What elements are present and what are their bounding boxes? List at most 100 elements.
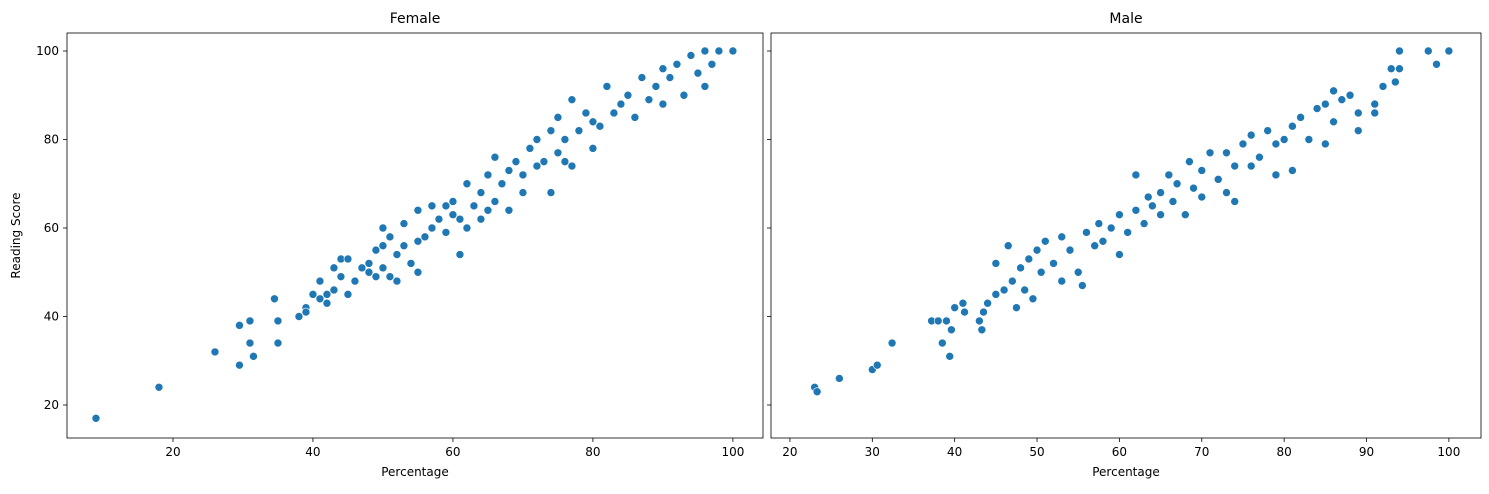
scatter-point bbox=[609, 108, 619, 118]
scatter-point bbox=[1304, 135, 1314, 144]
scatter-point bbox=[378, 241, 388, 250]
axes-frame bbox=[66, 32, 764, 439]
scatter-point bbox=[567, 95, 577, 104]
scatter-point bbox=[294, 312, 304, 321]
scatter-point bbox=[364, 267, 374, 277]
scatter-point bbox=[343, 254, 353, 264]
scatter-point bbox=[960, 307, 969, 317]
scatter-point bbox=[249, 352, 258, 361]
scatter-point bbox=[938, 338, 947, 348]
scatter-point bbox=[1156, 188, 1165, 197]
scatter-point bbox=[427, 201, 437, 211]
scatter-point bbox=[301, 307, 311, 317]
scatter-point bbox=[1148, 201, 1157, 211]
scatter-point bbox=[651, 82, 661, 91]
scatter-point bbox=[1139, 219, 1149, 228]
scatter-point bbox=[441, 201, 451, 211]
scatter-point bbox=[462, 179, 472, 189]
scatter-point bbox=[1370, 99, 1380, 109]
scatter-point bbox=[434, 214, 444, 224]
scatter-point bbox=[665, 73, 675, 82]
x-tick-label: 20 bbox=[165, 445, 180, 459]
scatter-point bbox=[1222, 188, 1231, 197]
scatter-point bbox=[553, 113, 563, 122]
scatter-point bbox=[483, 206, 493, 215]
scatter-point bbox=[672, 59, 682, 69]
y-tick-label: 100 bbox=[36, 44, 59, 58]
scatter-point bbox=[700, 46, 710, 56]
scatter-point bbox=[399, 219, 409, 228]
scatter-point bbox=[714, 46, 724, 56]
scatter-point bbox=[1123, 228, 1132, 237]
x-tick-label: 20 bbox=[782, 445, 797, 459]
scatter-point bbox=[1078, 281, 1087, 290]
y-axis-label: Reading Score bbox=[9, 192, 23, 278]
scatter-point bbox=[1246, 161, 1256, 171]
scatter-point bbox=[1028, 294, 1038, 304]
scatter-point bbox=[273, 316, 283, 326]
scatter-point bbox=[658, 64, 668, 74]
scatter-point bbox=[1065, 245, 1075, 255]
panel-title: Female bbox=[390, 11, 441, 27]
scatter-point bbox=[1386, 64, 1396, 74]
scatter-point bbox=[1181, 210, 1190, 220]
scatter-point bbox=[154, 382, 164, 392]
scatter-point bbox=[553, 148, 563, 158]
x-tick-label: 90 bbox=[1359, 445, 1374, 459]
scatter-point bbox=[1246, 130, 1256, 140]
axes-frame bbox=[770, 32, 1482, 439]
scatter-point bbox=[1230, 161, 1240, 171]
scatter-point bbox=[1263, 126, 1272, 135]
scatter-point bbox=[950, 303, 959, 312]
scatter-point bbox=[504, 206, 514, 215]
scatter-point bbox=[1321, 99, 1330, 109]
scatter-point bbox=[399, 241, 409, 250]
scatter-point bbox=[1090, 241, 1100, 250]
x-tick-label: 60 bbox=[445, 445, 460, 459]
scatter-point bbox=[245, 316, 255, 326]
scatter-point bbox=[357, 263, 367, 273]
scatter-point bbox=[270, 294, 279, 304]
scatter-point bbox=[1444, 46, 1454, 56]
scatter-point bbox=[497, 179, 507, 189]
scatter-point bbox=[1329, 117, 1338, 127]
scatter-point bbox=[1106, 223, 1116, 233]
scatter-point bbox=[991, 290, 1001, 299]
scatter-point bbox=[616, 99, 626, 109]
scatter-point bbox=[273, 338, 283, 348]
x-tick-label: 50 bbox=[1029, 445, 1044, 459]
scatter-point bbox=[942, 316, 951, 326]
scatter-point bbox=[546, 126, 556, 135]
scatter-point bbox=[1213, 175, 1223, 184]
scatter-point bbox=[1321, 139, 1330, 149]
y-tick-label: 60 bbox=[44, 221, 59, 235]
scatter-point bbox=[462, 223, 472, 233]
scatter-point bbox=[511, 157, 521, 166]
x-tick-label: 70 bbox=[1194, 445, 1209, 459]
x-tick-label: 40 bbox=[305, 445, 320, 459]
scatter-point bbox=[1020, 285, 1029, 295]
scatter-point bbox=[1098, 236, 1108, 246]
scatter-point bbox=[371, 272, 381, 281]
scatter-point bbox=[539, 157, 549, 166]
scatter-point bbox=[420, 232, 430, 242]
scatter-point bbox=[1345, 90, 1355, 100]
scatter-point bbox=[525, 144, 535, 153]
scatter-point bbox=[1185, 157, 1194, 166]
scatter-point bbox=[979, 307, 988, 317]
scatter-point bbox=[1423, 46, 1433, 56]
scatter-point bbox=[623, 90, 633, 100]
scatter-point bbox=[476, 214, 486, 224]
scatter-point bbox=[1288, 121, 1297, 131]
scatter-point bbox=[385, 272, 395, 281]
scatter-point bbox=[1329, 86, 1338, 96]
scatter-point bbox=[1143, 192, 1153, 202]
scatter-point bbox=[1057, 232, 1067, 242]
scatter-point bbox=[1164, 170, 1174, 180]
scatter-point bbox=[1205, 148, 1215, 158]
scatter-point bbox=[308, 290, 318, 299]
scatter-point bbox=[1168, 197, 1178, 206]
scatter-point bbox=[378, 223, 388, 233]
scatter-point bbox=[546, 188, 556, 197]
